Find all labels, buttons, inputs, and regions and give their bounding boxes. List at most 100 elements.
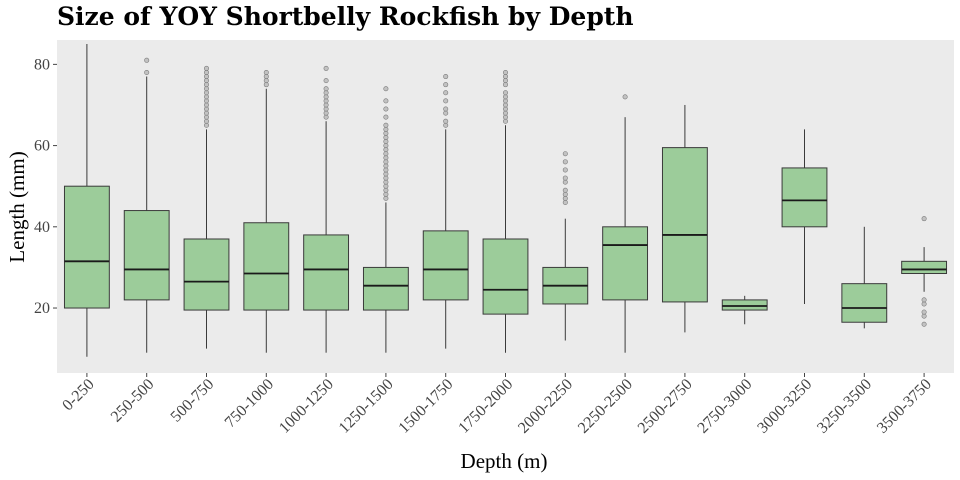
outlier-point [204,110,210,116]
outlier-point [921,309,927,315]
boxes-layer [63,44,948,357]
x-tick-label: 1500-1750 [395,376,456,437]
x-tick-label: 1000-1250 [276,376,337,437]
outlier-point [443,74,449,80]
box-500-750 [183,65,230,349]
box-iqr [63,185,110,309]
outlier-point [502,98,508,104]
outlier-point [204,78,210,84]
outlier-point [383,155,389,161]
outlier-point [383,139,389,145]
y-tick-label: 20 [34,300,50,317]
box-iqr [243,222,290,311]
outlier-point [443,110,449,116]
outlier-point [443,106,449,112]
chart-title: Size of YOY Shortbelly Rockfish by Depth [57,2,634,31]
outlier-point [383,191,389,197]
x-tick-label: 250-500 [108,376,158,426]
outlier-point [263,69,269,75]
box-iqr [661,147,708,303]
outlier-point [562,191,568,197]
outlier-point [144,57,150,63]
outlier-point [383,195,389,201]
outlier-point [383,151,389,157]
box-2750-3000 [721,295,768,325]
outlier-point [502,94,508,100]
outlier-point [443,90,449,96]
x-tick-label: 1750-2000 [455,376,516,437]
box-2000-2250 [542,151,589,341]
y-tick-label: 60 [34,138,50,155]
outlier-point [383,163,389,169]
outlier-point [562,175,568,181]
outlier-point [383,122,389,128]
outlier-point [502,74,508,80]
outlier-point [562,167,568,173]
outlier-point [383,175,389,181]
outlier-point [383,187,389,193]
box-iqr [841,283,888,323]
outlier-point [443,98,449,104]
box-iqr [482,238,529,315]
box-iqr [721,299,768,311]
outlier-point [562,187,568,193]
outlier-point [502,118,508,124]
outlier-point [144,69,150,75]
box-iqr [123,210,170,301]
outlier-point [502,69,508,75]
outlier-point [383,159,389,165]
x-tick-label: 3250-3500 [814,376,875,437]
box-2500-2750 [661,104,708,333]
outlier-point [263,78,269,84]
outlier-point [383,183,389,189]
y-axis-title: Length (mm) [5,151,29,262]
outlier-point [383,98,389,104]
box-3500-3750 [901,216,948,327]
box-3250-3500 [841,226,888,329]
outlier-point [562,179,568,185]
outlier-point [502,114,508,120]
outlier-point [383,86,389,92]
outlier-point [204,69,210,75]
box-iqr [183,238,230,311]
box-1000-1250 [303,65,350,353]
box-3000-3250 [781,129,828,304]
outlier-point [383,143,389,149]
outlier-point [204,82,210,88]
outlier-point [502,106,508,112]
outlier-point [323,65,329,71]
outlier-point [562,195,568,201]
outlier-point [921,216,927,222]
outlier-point [443,122,449,128]
outlier-point [204,122,210,128]
box-2250-2500 [602,94,649,353]
outlier-point [383,179,389,185]
y-tick-label: 80 [34,56,50,73]
outlier-point [204,90,210,96]
outlier-point [263,74,269,80]
outlier-point [323,98,329,104]
x-tick-label: 3000-3250 [754,376,815,437]
outlier-point [204,106,210,112]
outlier-point [921,301,927,307]
outlier-point [562,199,568,205]
outlier-point [323,114,329,120]
box-1250-1500 [362,86,409,353]
x-tick-label: 3500-3750 [874,376,935,437]
outlier-point [204,74,210,80]
outlier-point [383,114,389,120]
outlier-point [204,118,210,124]
x-tick-label: 2250-2500 [575,376,636,437]
outlier-point [562,151,568,157]
outlier-point [383,106,389,112]
outlier-point [502,90,508,96]
outlier-point [323,90,329,96]
x-tick-label: 500-750 [168,376,218,426]
y-tick-label: 40 [34,219,50,236]
outlier-point [383,130,389,136]
box-iqr [602,226,649,301]
outlier-point [921,321,927,327]
outlier-point [502,110,508,116]
box-iqr [422,230,469,301]
